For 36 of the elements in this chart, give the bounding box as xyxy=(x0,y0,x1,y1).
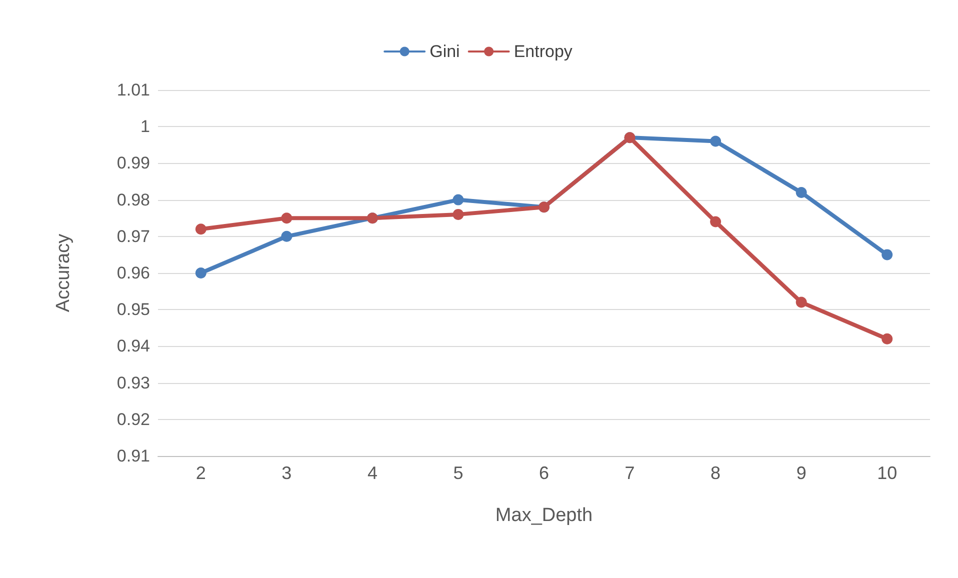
y-tick-label: 0.93 xyxy=(116,373,150,392)
y-tick-label: 0.92 xyxy=(116,410,150,429)
legend-label: Gini xyxy=(430,42,460,61)
x-axis-title: Max_Depth xyxy=(495,505,593,526)
y-tick-label: 1 xyxy=(140,117,150,136)
y-tick-label: 0.96 xyxy=(116,264,150,282)
x-tick-label: 10 xyxy=(877,463,898,483)
point xyxy=(710,216,722,228)
y-tick-label: 0.95 xyxy=(116,300,150,320)
point xyxy=(796,186,807,198)
x-tick-label: 5 xyxy=(453,463,464,483)
x-tick-label: 4 xyxy=(367,463,378,483)
x-tick-label: 7 xyxy=(624,463,635,483)
point xyxy=(710,136,722,147)
point xyxy=(281,230,292,242)
point xyxy=(796,296,807,308)
point xyxy=(452,208,464,220)
y-tick-label: 1.01 xyxy=(116,80,150,100)
x-tick-label: 6 xyxy=(538,463,550,483)
x-tick-label: 9 xyxy=(796,463,806,483)
y-axis-title: Accuracy xyxy=(53,233,74,312)
point xyxy=(452,194,464,206)
point xyxy=(882,249,893,260)
point xyxy=(195,268,206,278)
y-tick-label: 0.98 xyxy=(116,190,150,210)
x-tick-label: 3 xyxy=(282,463,292,483)
y-tick-label: 0.94 xyxy=(116,336,150,356)
point xyxy=(195,224,206,235)
y-tick-label: 0.97 xyxy=(116,226,150,246)
legend-label: Entropy xyxy=(514,42,573,61)
point xyxy=(281,212,292,224)
point xyxy=(882,333,893,344)
y-tick-label: 0.99 xyxy=(116,154,150,173)
y-tick-label: 0.91 xyxy=(116,446,150,466)
x-tick-label: 2 xyxy=(196,463,206,483)
x-tick-label: 8 xyxy=(710,463,721,483)
